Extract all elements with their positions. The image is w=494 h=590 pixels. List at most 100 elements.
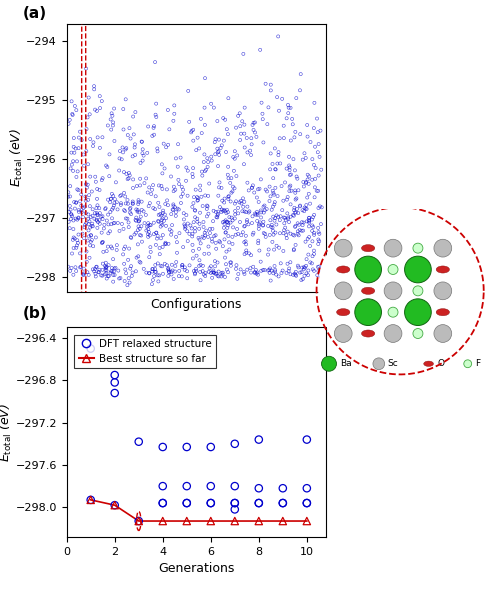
Point: [148, 267, 156, 276]
Point: [256, 45, 264, 54]
Point: [308, 226, 316, 235]
Point: [275, 243, 283, 253]
Point: [156, 250, 164, 259]
Point: [196, 235, 204, 244]
Point: [315, 139, 323, 149]
Point: [223, 217, 231, 227]
Point: [303, 193, 311, 202]
Point: [170, 186, 178, 196]
Point: [108, 267, 116, 276]
Point: [184, 237, 192, 246]
Point: [95, 265, 103, 274]
Point: [270, 199, 278, 209]
Point: [86, 241, 94, 250]
Point: [75, 205, 82, 215]
Point: [120, 168, 128, 177]
Point: [194, 194, 202, 203]
Point: [66, 115, 74, 124]
Point: [203, 212, 211, 221]
Point: [231, 183, 239, 193]
Point: [234, 203, 242, 212]
Point: [282, 215, 289, 225]
Point: [211, 257, 219, 266]
Point: [318, 202, 326, 212]
Point: [133, 181, 141, 191]
Point: [288, 114, 296, 124]
Point: [182, 211, 190, 220]
Point: [85, 217, 93, 226]
Point: [70, 233, 78, 242]
Point: [271, 165, 279, 174]
Point: [127, 232, 135, 242]
Point: [236, 122, 244, 131]
Point: [178, 262, 186, 271]
Point: [219, 268, 227, 277]
Point: [269, 202, 277, 211]
Point: [192, 266, 200, 276]
Point: [135, 215, 143, 224]
Point: [220, 235, 228, 244]
Point: [188, 232, 196, 241]
Point: [102, 204, 110, 213]
Point: [175, 271, 183, 281]
Point: [303, 435, 311, 444]
Point: [220, 198, 228, 207]
Point: [148, 264, 156, 274]
Point: [152, 267, 160, 277]
Point: [109, 111, 117, 120]
Point: [114, 266, 122, 276]
Point: [145, 201, 153, 211]
Point: [111, 388, 119, 398]
Point: [84, 209, 92, 219]
Point: [188, 224, 196, 233]
Point: [227, 258, 235, 267]
Point: [286, 170, 294, 179]
Point: [90, 81, 98, 91]
Point: [219, 241, 227, 251]
Point: [165, 267, 173, 277]
Point: [305, 217, 313, 226]
Point: [252, 265, 260, 274]
Point: [212, 212, 220, 222]
Point: [305, 179, 313, 189]
Point: [152, 99, 160, 109]
Point: [102, 263, 110, 272]
Point: [161, 164, 168, 173]
Text: (b): (b): [23, 306, 47, 321]
Point: [120, 244, 128, 254]
Point: [129, 112, 137, 122]
Point: [70, 243, 78, 253]
Point: [158, 261, 166, 271]
Point: [306, 241, 314, 251]
Point: [95, 204, 103, 213]
Point: [215, 272, 223, 281]
Point: [188, 202, 196, 212]
Point: [157, 211, 165, 220]
Point: [198, 167, 206, 176]
Point: [199, 261, 207, 270]
Point: [306, 258, 314, 267]
Point: [229, 182, 237, 191]
Point: [200, 217, 207, 227]
Point: [145, 268, 153, 278]
Point: [199, 232, 206, 241]
Point: [180, 215, 188, 224]
Point: [68, 263, 76, 273]
Point: [173, 248, 181, 257]
Point: [248, 212, 256, 221]
Point: [124, 174, 131, 183]
Point: [224, 231, 232, 241]
Point: [79, 212, 87, 222]
Point: [124, 173, 132, 183]
Point: [146, 231, 154, 240]
Point: [162, 240, 170, 249]
Point: [179, 189, 187, 199]
Point: [272, 220, 280, 230]
Point: [154, 258, 162, 268]
Point: [135, 516, 143, 526]
Point: [142, 268, 150, 277]
Point: [210, 268, 218, 277]
Point: [208, 267, 216, 277]
Point: [104, 195, 112, 204]
Point: [189, 240, 197, 250]
